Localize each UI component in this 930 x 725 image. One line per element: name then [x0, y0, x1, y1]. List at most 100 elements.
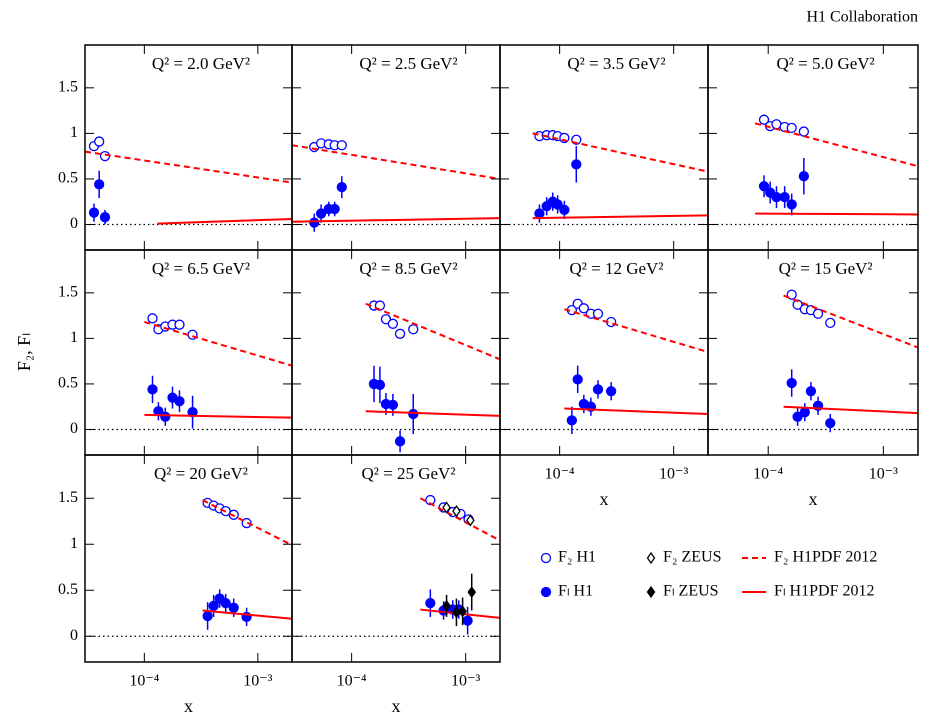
model-curve: [783, 405, 918, 415]
model-curve: [144, 321, 292, 367]
model-curve: [754, 122, 918, 168]
data-point: [174, 396, 185, 407]
data-point: [208, 600, 219, 612]
legend-label: Fₗ ZEUS: [663, 583, 719, 600]
panel-title: Q² = 20 GeV²: [154, 464, 248, 483]
x-tick-label: 10⁻⁴: [545, 466, 575, 483]
plot-area: [85, 136, 292, 226]
model-curve: [755, 212, 918, 216]
data-point: [812, 308, 824, 319]
panel-frame: [499, 44, 709, 251]
y-tick-label: 0: [70, 215, 78, 232]
data-point: [825, 317, 836, 329]
x-tick-label: 10⁻³: [243, 673, 272, 690]
data-point: [578, 303, 589, 314]
x-axis-label: x: [392, 696, 401, 716]
legend-label: Fₗ H1PDF 2012: [774, 583, 874, 600]
panel-title: Q² = 6.5 GeV²: [152, 259, 250, 278]
plot-area: [85, 497, 292, 637]
data-point: [825, 417, 836, 429]
legend-label: Fₗ H1: [558, 583, 593, 600]
y-tick-label: 0.5: [58, 375, 78, 392]
model-curve: [783, 294, 918, 349]
panel-title: Q² = 15 GeV²: [779, 259, 873, 278]
data-point: [452, 606, 461, 619]
data-point: [798, 126, 810, 137]
data-point: [571, 159, 582, 170]
plot-area: [708, 114, 918, 226]
data-point: [779, 192, 790, 203]
data-point: [315, 208, 327, 219]
data-point: [99, 212, 111, 223]
data-point: [786, 122, 797, 134]
panel: Q² = 15 GeV² 10⁻⁴ 10⁻³ x: [707, 249, 919, 509]
data-point: [387, 399, 399, 411]
data-point: [202, 610, 213, 622]
panel: Q² = 12 GeV² 10⁻⁴ 10⁻³ x: [499, 249, 709, 509]
legend-label: F₂ H1PDF 2012: [774, 549, 877, 566]
legend: F₂ H1 Fₗ H1 F₂ H1PDF 2012 Fₗ H1PDF 2012 F₂ Z…: [540, 549, 877, 600]
model-curve: [202, 499, 292, 547]
panel-title: Q² = 3.5 GeV²: [567, 54, 665, 73]
data-point: [336, 140, 347, 151]
panel-title: Q² = 5.0 GeV²: [777, 54, 875, 73]
data-point: [466, 514, 475, 527]
model-curve: [365, 410, 500, 417]
y-tick-label: 0: [70, 420, 78, 437]
data-point: [758, 114, 770, 125]
x-tick-label: 10⁻⁴: [129, 673, 159, 690]
model-curve: [144, 413, 292, 419]
data-point: [572, 374, 583, 385]
data-point: [452, 504, 461, 518]
data-point: [309, 217, 320, 228]
y-axis-label: F₂, Fₗ: [14, 333, 34, 371]
y-tick-label: 1: [70, 329, 78, 346]
data-point: [88, 207, 100, 218]
y-tick-label: 1.5: [58, 283, 78, 300]
panel-frame: [707, 249, 919, 456]
data-point: [799, 407, 810, 418]
panel-frame: [291, 249, 501, 456]
panel-frame: [84, 454, 293, 663]
data-point: [387, 318, 399, 329]
x-tick-label: 10⁻⁴: [337, 673, 367, 690]
legend-swatch: [540, 552, 552, 564]
panel-frame: [499, 249, 709, 456]
panel: Q² = 5.0 GeV²: [707, 44, 919, 251]
panel: Q² = 20 GeV² 0 0.5 1 1.5 10⁻⁴ 10⁻³ x: [58, 454, 293, 716]
y-tick-label: 0.5: [58, 581, 78, 598]
model-curve: [365, 302, 500, 361]
data-point: [792, 411, 803, 422]
panel-frame: [84, 249, 293, 456]
data-point: [394, 328, 406, 339]
y-tick-label: 1: [70, 124, 78, 141]
data-point: [467, 585, 477, 599]
y-tick-label: 1.5: [58, 78, 78, 95]
x-axis-label: x: [809, 489, 818, 509]
legend-swatch: [646, 551, 656, 565]
panel: Q² = 2.0 GeV² 0 0.5 1 1.5: [58, 44, 293, 251]
data-point: [606, 386, 617, 397]
data-point: [94, 136, 105, 147]
data-point: [241, 517, 252, 529]
model-curve: [292, 144, 500, 180]
data-point: [552, 199, 563, 210]
data-point: [442, 501, 451, 514]
data-point: [220, 597, 231, 609]
plot-area: [500, 298, 708, 435]
data-point: [374, 379, 386, 390]
model-curve: [157, 218, 292, 225]
data-point: [458, 605, 467, 618]
data-point: [462, 615, 473, 626]
data-point: [336, 181, 347, 193]
x-tick-label: 10⁻⁴: [753, 466, 783, 483]
y-tick-label: 0.5: [58, 170, 78, 187]
data-point: [534, 208, 545, 219]
data-point: [758, 181, 770, 192]
data-point: [228, 602, 239, 613]
model-curve: [85, 150, 292, 184]
panel: Q² = 25 GeV² 10⁻⁴ 10⁻³ x: [291, 454, 501, 716]
data-point: [160, 411, 171, 422]
collaboration-label: H1 Collaboration: [806, 9, 918, 26]
panel-title: Q² = 2.0 GeV²: [152, 54, 250, 73]
